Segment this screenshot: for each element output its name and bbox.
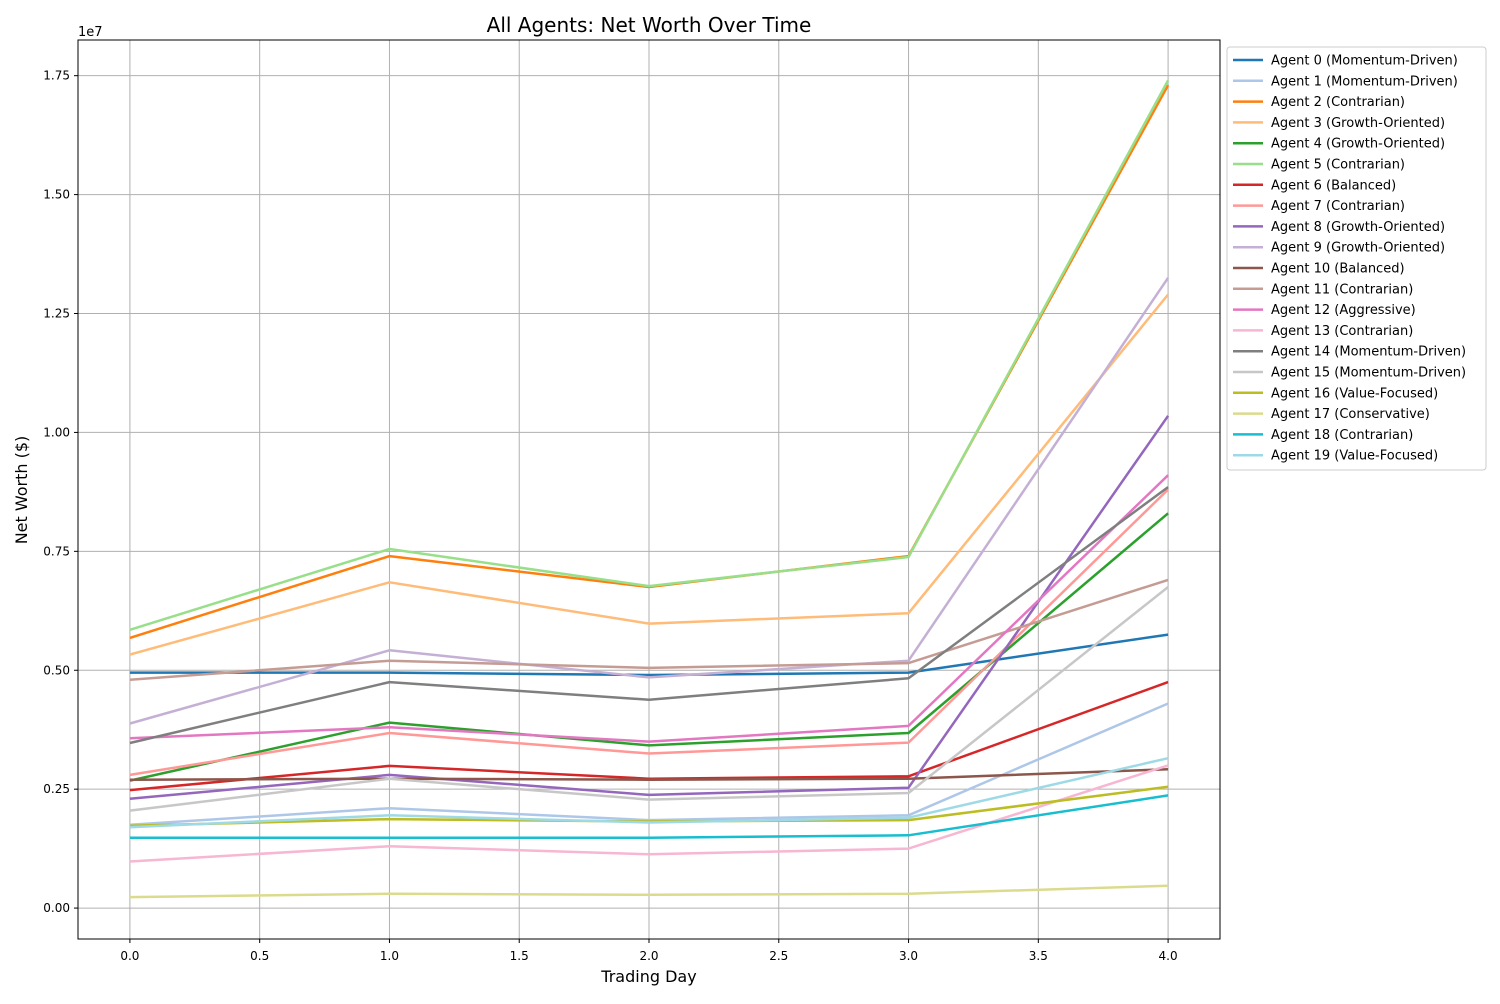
legend-label-agent-10: Agent 10 (Balanced)	[1271, 262, 1405, 277]
series-line-agent-18	[129, 794, 1169, 839]
series-line-agent-3	[129, 293, 1170, 656]
x-tick-label: 3.0	[899, 949, 918, 963]
x-tick-label: 1.5	[510, 949, 529, 963]
y-axis-label: Net Worth ($)	[12, 436, 31, 545]
legend-label-agent-5: Agent 5 (Contrarian)	[1271, 158, 1405, 173]
series-line-agent-17	[129, 884, 1169, 899]
y-axis-offset-label: 1e7	[78, 25, 103, 40]
series-line-agent-7	[129, 488, 1169, 777]
series-line-agent-19	[129, 756, 1169, 829]
x-tick-label: 0.5	[250, 949, 269, 963]
series-line-agent-8	[129, 415, 1170, 800]
legend-label-agent-14: Agent 14 (Momentum-Driven)	[1271, 345, 1466, 360]
legend-label-agent-0: Agent 0 (Momentum-Driven)	[1271, 54, 1458, 69]
legend-label-agent-12: Agent 12 (Aggressive)	[1271, 303, 1416, 318]
x-tick-label: 1.0	[380, 949, 399, 963]
legend-label-agent-11: Agent 11 (Contrarian)	[1271, 282, 1413, 297]
y-tick-label: 1.00	[43, 425, 70, 439]
y-tick-label: 0.25	[43, 782, 70, 796]
legend-label-agent-13: Agent 13 (Contrarian)	[1271, 324, 1413, 339]
series-line-agent-5	[129, 79, 1170, 631]
x-tick-label: 3.5	[1029, 949, 1048, 963]
legend-label-agent-7: Agent 7 (Contrarian)	[1271, 199, 1405, 214]
series-line-agent-15	[129, 586, 1169, 812]
legend-label-agent-19: Agent 19 (Value-Focused)	[1271, 449, 1438, 464]
legend-label-agent-6: Agent 6 (Balanced)	[1271, 178, 1396, 193]
y-tick-label: 0.00	[43, 901, 70, 915]
x-axis-label: Trading Day	[600, 967, 696, 986]
legend-items: Agent 0 (Momentum-Driven) Agent 1 (Moment…	[1233, 54, 1466, 464]
legend-label-agent-4: Agent 4 (Growth-Oriented)	[1271, 137, 1445, 152]
legend-label-agent-15: Agent 15 (Momentum-Driven)	[1271, 366, 1466, 381]
x-axis-ticks: 0.0 0.5 1.0 1.5 2.0 2.5 3.0 3.5 4.0	[120, 939, 1178, 963]
legend-label-agent-18: Agent 18 (Contrarian)	[1271, 428, 1413, 443]
y-tick-label: 1.25	[43, 307, 70, 321]
legend-label-agent-2: Agent 2 (Contrarian)	[1271, 95, 1405, 110]
x-tick-label: 2.5	[769, 949, 788, 963]
y-tick-label: 1.50	[43, 188, 70, 202]
x-tick-label: 2.0	[639, 949, 658, 963]
y-axis-ticks: 0.00 0.25 0.50 0.75 1.00 1.25 1.50 1.75	[43, 69, 78, 915]
series-line-agent-10	[129, 767, 1169, 781]
y-tick-label: 1.75	[43, 69, 70, 83]
series-line-agent-11	[129, 578, 1169, 682]
legend: Agent 0 (Momentum-Driven) Agent 1 (Moment…	[1226, 46, 1487, 471]
legend-label-agent-9: Agent 9 (Growth-Oriented)	[1271, 241, 1445, 256]
chart-title: All Agents: Net Worth Over Time	[487, 13, 812, 37]
x-tick-label: 4.0	[1159, 949, 1178, 963]
series-line-agent-9	[129, 277, 1170, 725]
series-line-agent-1	[129, 702, 1169, 827]
legend-frame	[1226, 46, 1487, 471]
y-tick-label: 0.75	[43, 544, 70, 558]
legend-label-agent-16: Agent 16 (Value-Focused)	[1271, 386, 1438, 401]
y-tick-label: 0.50	[43, 663, 70, 677]
x-tick-label: 0.0	[120, 949, 139, 963]
series-lines	[129, 79, 1170, 899]
legend-label-agent-1: Agent 1 (Momentum-Driven)	[1271, 74, 1458, 89]
series-line-agent-12	[129, 474, 1169, 743]
series-line-agent-14	[129, 486, 1169, 745]
legend-label-agent-3: Agent 3 (Growth-Oriented)	[1271, 116, 1445, 131]
legend-label-agent-17: Agent 17 (Conservative)	[1271, 407, 1430, 422]
legend-label-agent-8: Agent 8 (Growth-Oriented)	[1271, 220, 1445, 235]
